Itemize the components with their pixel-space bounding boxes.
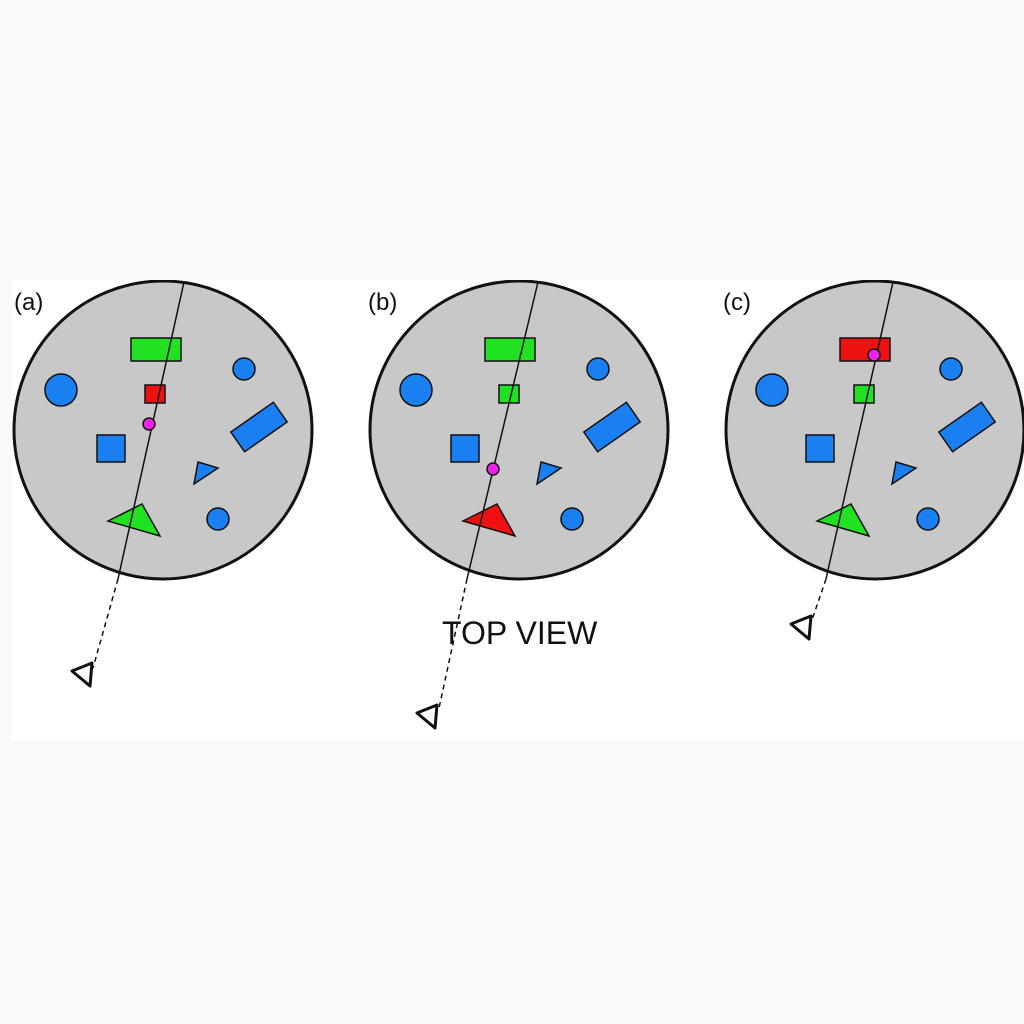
big-circle-shape xyxy=(399,373,433,407)
gaze-line xyxy=(117,281,185,580)
panel-label: (c) xyxy=(723,289,751,316)
big-triangle-shape xyxy=(460,503,517,538)
big-triangle-shape xyxy=(105,503,162,538)
fixation-point xyxy=(486,462,500,476)
big-circle-shape xyxy=(755,373,789,407)
wide-rect-shape xyxy=(484,337,536,362)
panels: (a) (b) (c) xyxy=(12,280,1024,730)
gaze-line xyxy=(825,281,894,580)
viewer-dashed-line xyxy=(92,578,119,669)
wide-rect-shape xyxy=(130,337,182,362)
fixation-point xyxy=(142,417,156,431)
wide-rect-shape xyxy=(839,337,891,362)
left-square-shape xyxy=(450,434,480,463)
viewer-dashed-line xyxy=(811,578,827,621)
tilted-rect-shape xyxy=(229,401,289,453)
top-right-circle-shape xyxy=(232,357,256,381)
small-triangle-shape xyxy=(192,461,220,486)
left-square-shape xyxy=(805,434,835,463)
bottom-circle-shape xyxy=(206,507,230,531)
big-circle-shape xyxy=(44,373,78,407)
small-triangle-shape xyxy=(890,461,918,486)
viewer-marker xyxy=(415,703,439,730)
small-square-shape xyxy=(853,384,875,404)
tilted-rect-shape xyxy=(582,401,642,453)
top-right-circle-shape xyxy=(939,357,963,381)
bottom-circle-shape xyxy=(560,507,584,531)
diagram-svg: (a) (b) (c) TOP VIEW xyxy=(12,280,1024,730)
fixation-point xyxy=(867,348,881,362)
panel-label: (a) xyxy=(14,289,43,316)
small-square-shape xyxy=(144,384,166,404)
tilted-rect-shape xyxy=(937,401,997,453)
left-square-shape xyxy=(96,434,126,463)
gaze-line xyxy=(466,281,539,580)
panel-c: (c) xyxy=(723,280,1024,641)
top-right-circle-shape xyxy=(586,357,610,381)
caption: TOP VIEW xyxy=(442,615,598,651)
panel-a: (a) xyxy=(12,280,314,688)
big-triangle-shape xyxy=(814,503,871,538)
figure: (a) (b) (c) TOP VIEW xyxy=(12,280,1024,740)
viewer-marker xyxy=(789,614,813,641)
viewer-dashed-line xyxy=(438,578,468,709)
viewer-marker xyxy=(70,661,94,688)
table-disc xyxy=(368,280,670,581)
table-disc xyxy=(12,280,314,581)
table-disc xyxy=(724,280,1024,581)
small-triangle-shape xyxy=(535,461,563,486)
panel-label: (b) xyxy=(368,289,397,316)
bottom-circle-shape xyxy=(916,507,940,531)
panel-b: (b) xyxy=(368,280,670,730)
